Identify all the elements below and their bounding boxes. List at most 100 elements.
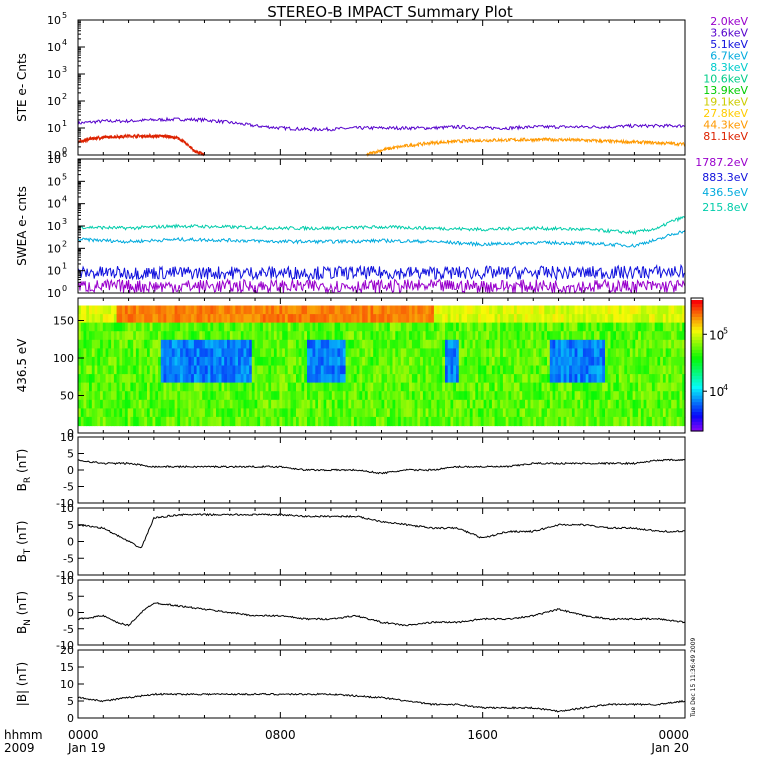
heatmap-cell	[632, 348, 636, 358]
colorbar-cell	[691, 336, 703, 340]
heatmap-cell	[182, 322, 187, 332]
heatmap-cell	[671, 399, 675, 409]
legend-item: 27.8keV	[703, 107, 748, 120]
heatmap-cell	[541, 305, 545, 315]
heatmap-cell	[169, 305, 173, 315]
y-tick-label: 10	[47, 41, 61, 54]
heatmap-cell	[433, 356, 438, 367]
heatmap-cell	[547, 314, 551, 324]
heatmap-cell	[273, 356, 278, 367]
heatmap-cell	[342, 339, 347, 349]
heatmap-cell	[483, 348, 487, 358]
heatmap-cell	[152, 314, 156, 324]
heatmap-cell	[340, 356, 344, 367]
heatmap-cell	[464, 339, 468, 349]
heatmap-cell	[331, 374, 336, 384]
heatmap-cell	[571, 382, 576, 392]
heatmap-cell	[312, 348, 316, 358]
legend-item: 436.5eV	[702, 186, 748, 199]
heatmap-cell	[119, 322, 123, 332]
heatmap-cell	[229, 365, 234, 375]
heatmap-cell	[312, 374, 316, 384]
heatmap-cell	[160, 382, 165, 392]
heatmap-cell	[381, 356, 385, 367]
heatmap-cell	[91, 374, 96, 384]
heatmap-cell	[541, 416, 545, 427]
heatmap-cell	[376, 416, 380, 427]
heatmap-cell	[417, 331, 421, 341]
heatmap-cell	[665, 339, 670, 349]
heatmap-cell	[105, 416, 109, 427]
heatmap-cell	[646, 305, 650, 315]
heatmap-cell	[290, 305, 294, 315]
heatmap-cell	[486, 305, 490, 315]
heatmap-cell	[616, 391, 620, 401]
heatmap-cell	[273, 408, 278, 418]
heatmap-cell	[221, 382, 225, 392]
heatmap-cell	[356, 339, 361, 349]
heatmap-cell	[502, 391, 507, 401]
heatmap-cell	[594, 374, 598, 384]
heatmap-cell	[456, 365, 460, 375]
heatmap-cell	[555, 356, 559, 367]
heatmap-cell	[541, 339, 545, 349]
heatmap-cell	[155, 339, 159, 349]
heatmap-cell	[221, 408, 225, 418]
heatmap-cell	[188, 348, 192, 358]
heatmap-cell	[447, 365, 452, 375]
heatmap-cell	[577, 314, 581, 324]
heatmap-cell	[204, 331, 209, 341]
heatmap-cell	[566, 374, 570, 384]
heatmap-cell	[660, 365, 664, 375]
heatmap-cell	[431, 339, 435, 349]
heatmap-cell	[249, 331, 253, 341]
heatmap-cell	[119, 331, 123, 341]
heatmap-cell	[649, 322, 653, 332]
heatmap-cell	[406, 365, 410, 375]
heatmap-cell	[679, 408, 683, 418]
heatmap-cell	[475, 356, 479, 367]
heatmap-cell	[345, 348, 349, 358]
plot-title: STEREO-B IMPACT Summary Plot	[267, 3, 513, 21]
heatmap-cell	[108, 365, 112, 375]
heatmap-cell	[384, 305, 388, 315]
heatmap-cell	[119, 382, 123, 392]
heatmap-cell	[527, 339, 532, 349]
heatmap-cell	[627, 339, 631, 349]
y-tick-label: -10	[56, 639, 74, 652]
heatmap-cell	[442, 391, 446, 401]
heatmap-cell	[240, 391, 245, 401]
heatmap-cell	[202, 356, 206, 367]
heatmap-cell	[254, 339, 258, 349]
heatmap-cell	[646, 339, 650, 349]
heatmap-cell	[541, 374, 545, 384]
heatmap-cell	[662, 356, 667, 367]
heatmap-cell	[428, 365, 432, 375]
heatmap-cell	[649, 408, 653, 418]
heatmap-cell	[287, 331, 292, 341]
heatmap-cell	[276, 356, 281, 367]
heatmap-cell	[464, 331, 468, 341]
heatmap-cell	[268, 356, 272, 367]
heatmap-cell	[527, 374, 532, 384]
heatmap-cell	[635, 348, 639, 358]
heatmap-cell	[381, 348, 385, 358]
heatmap-cell	[657, 314, 661, 324]
heatmap-cell	[682, 408, 686, 418]
heatmap-cell	[668, 348, 672, 358]
heatmap-cell	[467, 399, 471, 409]
heatmap-cell	[594, 339, 598, 349]
heatmap-cell	[296, 348, 300, 358]
heatmap-cell	[235, 348, 239, 358]
y-tick-label: 10	[60, 431, 74, 444]
heatmap-cell	[483, 374, 487, 384]
heatmap-cell	[359, 314, 363, 324]
heatmap-cell	[207, 356, 212, 367]
heatmap-cell	[271, 365, 275, 375]
heatmap-cell	[566, 339, 570, 349]
heatmap-cell	[436, 382, 441, 392]
heatmap-cell	[414, 399, 418, 409]
heatmap-cell	[497, 339, 501, 349]
heatmap-cell	[196, 314, 200, 324]
heatmap-cell	[376, 382, 380, 392]
